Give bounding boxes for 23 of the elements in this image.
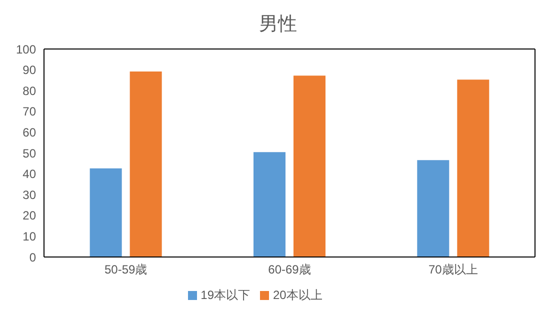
bar: [417, 160, 450, 257]
bar: [130, 71, 162, 257]
y-tick-label: 20: [22, 208, 36, 223]
y-tick-label: 70: [22, 104, 36, 119]
bar: [90, 168, 122, 257]
y-tick-label: 40: [22, 167, 36, 182]
y-tick-label: 100: [16, 42, 36, 56]
y-tick-label: 0: [29, 250, 36, 264]
bar: [253, 152, 286, 257]
bar: [293, 76, 326, 257]
x-tick-label: 50-59歳: [104, 262, 148, 277]
y-tick-label: 10: [22, 229, 36, 244]
legend-label: 20本以上: [273, 288, 322, 302]
legend-label: 19本以下: [200, 288, 250, 302]
x-tick-label: 70歳以上: [428, 262, 478, 277]
y-tick-label: 30: [22, 188, 36, 202]
bar: [457, 80, 490, 257]
y-tick-label: 90: [22, 63, 36, 78]
x-tick-label: 60-69歳: [268, 262, 311, 277]
chart-title: 男性: [258, 12, 298, 37]
y-tick-label: 50: [22, 146, 36, 160]
y-tick-label: 60: [22, 125, 36, 140]
y-tick-label: 80: [22, 84, 36, 98]
